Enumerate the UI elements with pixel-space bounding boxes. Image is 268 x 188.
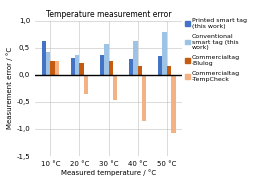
Bar — [42, 41, 46, 75]
Bar — [113, 75, 117, 100]
Bar — [162, 32, 167, 75]
Bar — [75, 55, 79, 75]
Bar — [158, 56, 162, 75]
Bar — [50, 61, 55, 75]
Y-axis label: Measurement error / °C: Measurement error / °C — [7, 47, 13, 129]
Bar — [109, 61, 113, 75]
X-axis label: Measured temperature / °C: Measured temperature / °C — [61, 170, 156, 176]
Bar — [138, 66, 142, 75]
Bar — [55, 61, 59, 75]
Bar — [84, 75, 88, 94]
Bar — [100, 55, 104, 75]
Bar — [104, 44, 109, 75]
Bar — [46, 52, 50, 75]
Legend: Printed smart tag
(this work), Conventional
smart tag (this
work), Commercialtag: Printed smart tag (this work), Conventio… — [185, 18, 247, 82]
Title: Temperature measurement error: Temperature measurement error — [46, 10, 171, 18]
Bar — [71, 58, 75, 75]
Bar — [133, 41, 138, 75]
Bar — [142, 75, 146, 121]
Bar — [79, 63, 84, 75]
Bar — [167, 66, 171, 75]
Bar — [171, 75, 176, 133]
Bar — [129, 59, 133, 75]
